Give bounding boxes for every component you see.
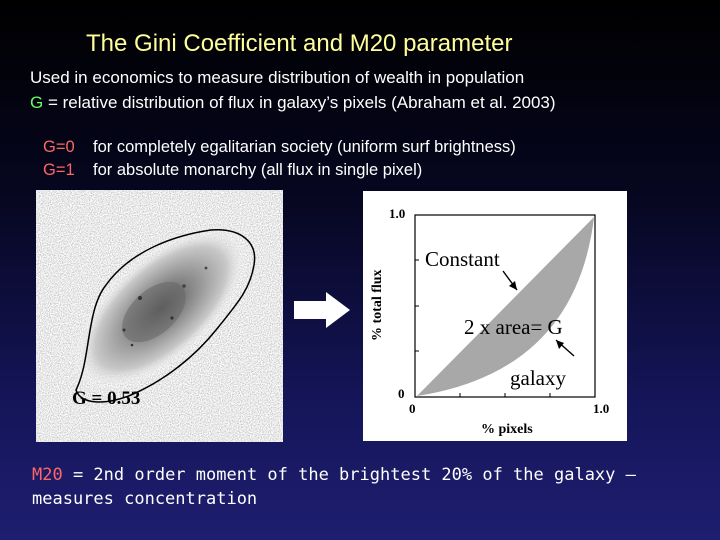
- m20-key: M20: [32, 465, 63, 485]
- m20-definition: M20 = 2nd order moment of the brightest …: [32, 463, 636, 511]
- constant-line: [414, 214, 596, 398]
- y-tick-top: 1.0: [389, 206, 405, 221]
- slide-title: The Gini Coefficient and M20 parameter: [86, 30, 513, 57]
- gini-zero-label: G=0: [43, 138, 75, 156]
- intro-line: Used in economics to measure distributio…: [30, 68, 525, 87]
- gini-definition-line: G = relative distribution of flux in gal…: [30, 93, 556, 113]
- galaxy-curve: [414, 214, 596, 398]
- gini-zero-definition: G=0 for completely egalitarian society (u…: [43, 138, 516, 157]
- m20-line1-text: = 2nd order moment of the brightest 20% …: [62, 465, 636, 485]
- gini-one-definition: G=1 for absolute monarchy (all flux in si…: [43, 161, 422, 180]
- galaxy-annotation: galaxy: [510, 366, 566, 390]
- gini-symbol: G: [30, 93, 44, 112]
- galaxy-illustration: [36, 190, 283, 442]
- lorenz-curve-plot: 1.0 0 0 1.0 % pixels % total flux Consta…: [363, 191, 627, 441]
- constant-annotation: Constant: [425, 247, 500, 271]
- right-arrow-icon: [294, 292, 350, 328]
- y-axis-label: % total flux: [370, 269, 385, 341]
- lorenz-curve-svg: 1.0 0 0 1.0 % pixels % total flux: [363, 191, 627, 441]
- area-annotation: 2 x area= G: [464, 315, 563, 339]
- x-tick-left: 0: [409, 401, 416, 416]
- gini-definition-text: = relative distribution of flux in galax…: [43, 93, 556, 112]
- m20-line2-text: measures concentration: [32, 489, 258, 509]
- gini-one-label: G=1: [43, 161, 75, 179]
- y-tick-bottom: 0: [398, 386, 405, 401]
- gini-one-text: for absolute monarchy (all flux in singl…: [93, 161, 423, 179]
- gini-value-label: G = 0.53: [72, 388, 141, 409]
- x-axis-label: % pixels: [481, 422, 533, 437]
- galaxy-image: G = 0.53: [36, 190, 283, 442]
- gini-zero-text: for completely egalitarian society (unif…: [93, 138, 516, 156]
- frame-ticks: [415, 214, 551, 397]
- x-tick-right: 1.0: [593, 401, 609, 416]
